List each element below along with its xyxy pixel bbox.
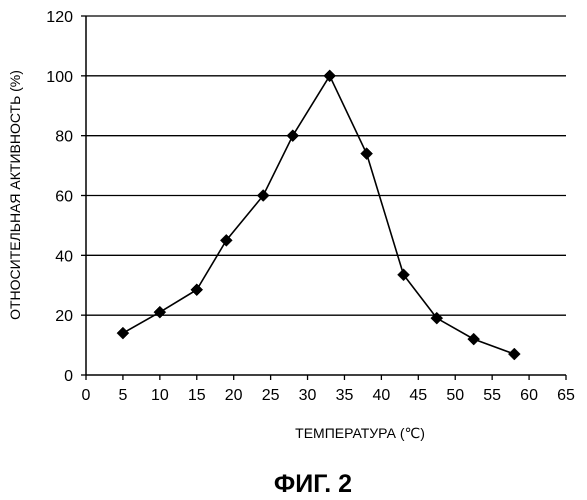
- x-tick-label-0: 0: [82, 387, 91, 404]
- data-point-0-6: [324, 70, 336, 82]
- x-tick-label-20: 20: [225, 387, 243, 404]
- y-tick-label-20: 20: [55, 308, 73, 325]
- data-point-0-11: [508, 348, 520, 360]
- data-point-0-0: [117, 327, 129, 339]
- x-tick-label-25: 25: [262, 387, 280, 404]
- data-point-0-5: [287, 130, 299, 142]
- y-tick-label-0: 0: [64, 368, 73, 385]
- series-line-0: [123, 76, 514, 354]
- x-tick-label-60: 60: [520, 387, 538, 404]
- y-tick-label-120: 120: [46, 9, 73, 26]
- x-axis-title: ТЕМПЕРАТУРА (℃): [295, 425, 425, 441]
- x-tick-label-35: 35: [336, 387, 354, 404]
- x-tick-labels: 0 5 10 15 20 25 30 35 40 45 50 55 60 65: [82, 375, 575, 404]
- y-tick-label-60: 60: [55, 189, 73, 206]
- series-group: [117, 70, 520, 360]
- x-tick-label-55: 55: [483, 387, 501, 404]
- data-point-0-1: [154, 306, 166, 318]
- data-point-0-10: [468, 333, 480, 345]
- y-tick-labels: 0 20 40 60 80 100 120: [46, 9, 86, 385]
- x-tick-label-50: 50: [446, 387, 464, 404]
- grid-lines: [86, 16, 566, 315]
- y-tick-label-80: 80: [55, 129, 73, 146]
- figure-caption: ФИГ. 2: [274, 470, 352, 498]
- x-tick-label-10: 10: [151, 387, 169, 404]
- x-tick-label-45: 45: [409, 387, 427, 404]
- x-tick-label-65: 65: [557, 387, 575, 404]
- x-tick-label-15: 15: [188, 387, 206, 404]
- x-tick-label-30: 30: [299, 387, 317, 404]
- y-axis-title: ОТНОСИТЕЛЬНАЯ АКТИВНОСТЬ (%): [7, 70, 23, 320]
- x-tick-label-5: 5: [118, 387, 127, 404]
- y-tick-label-100: 100: [46, 69, 73, 86]
- y-tick-label-40: 40: [55, 248, 73, 265]
- data-point-0-2: [191, 284, 203, 296]
- data-point-0-7: [361, 148, 373, 160]
- x-tick-label-40: 40: [372, 387, 390, 404]
